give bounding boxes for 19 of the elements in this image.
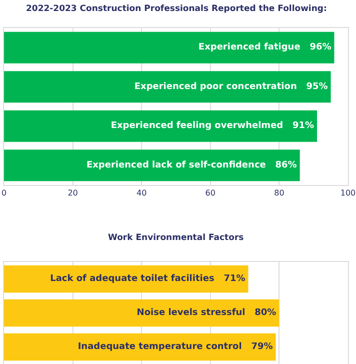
x-tick-label: 100 bbox=[340, 188, 356, 198]
category-label: Experienced fatigue 96% bbox=[198, 42, 332, 53]
bar bbox=[4, 110, 318, 142]
x-tick-label: 20 bbox=[68, 188, 78, 198]
chart-title: Work Environmental Factors bbox=[108, 233, 244, 243]
category-label: Inadequate temperature control 79% bbox=[78, 342, 273, 352]
chart-title: 2022-2023 Construction Professionals Reported the Following: bbox=[26, 4, 327, 14]
bar bbox=[4, 32, 334, 64]
x-tick-label: 80 bbox=[274, 188, 284, 198]
category-label: Experienced feeling overwhelmed 91% bbox=[110, 121, 314, 132]
category-label: Experienced poor concentration 95% bbox=[134, 82, 328, 92]
category-label: Experienced lack of self-confidence 86% bbox=[86, 160, 297, 170]
category-label: Lack of adequate toilet facilities 71% bbox=[50, 274, 246, 284]
x-tick-label: 0 bbox=[1, 188, 7, 198]
x-tick-label: 60 bbox=[205, 188, 216, 198]
category-label: Noise levels stressful 80% bbox=[136, 308, 276, 318]
bar bbox=[4, 71, 331, 103]
x-tick-label: 40 bbox=[136, 188, 147, 198]
bar bbox=[4, 150, 300, 182]
